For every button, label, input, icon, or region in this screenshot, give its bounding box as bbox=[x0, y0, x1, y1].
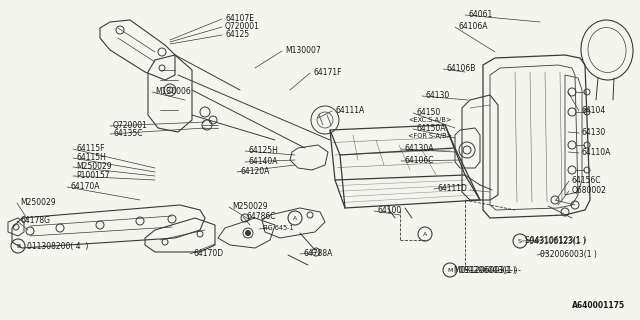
Text: 64104: 64104 bbox=[582, 106, 606, 115]
Text: 64061: 64061 bbox=[468, 10, 492, 19]
Text: 64115F: 64115F bbox=[76, 143, 104, 153]
Text: M250029: M250029 bbox=[76, 162, 111, 171]
Text: 64130: 64130 bbox=[425, 91, 449, 100]
Text: 64130: 64130 bbox=[582, 127, 606, 137]
Text: 64156C: 64156C bbox=[572, 175, 602, 185]
Text: 64130A: 64130A bbox=[404, 143, 433, 153]
Text: 64150: 64150 bbox=[416, 108, 440, 116]
Text: S043106123(1 ): S043106123(1 ) bbox=[525, 236, 586, 244]
Circle shape bbox=[246, 230, 250, 236]
Text: Q720001: Q720001 bbox=[113, 121, 148, 130]
Text: 64170D: 64170D bbox=[193, 249, 223, 258]
Text: <EXC.S-A/B>: <EXC.S-A/B> bbox=[408, 117, 451, 123]
Text: A640001175: A640001175 bbox=[572, 300, 625, 309]
Text: M130006: M130006 bbox=[155, 86, 191, 95]
Text: A: A bbox=[423, 231, 427, 236]
Text: 64125H: 64125H bbox=[248, 146, 278, 155]
Text: FIG.645-1: FIG.645-1 bbox=[262, 225, 294, 231]
Text: A: A bbox=[293, 215, 297, 220]
Text: M250029: M250029 bbox=[232, 202, 268, 211]
Text: 64111A: 64111A bbox=[335, 106, 364, 115]
Text: 64788A: 64788A bbox=[303, 249, 332, 258]
Text: 043106123(1 ): 043106123(1 ) bbox=[529, 236, 586, 245]
Text: 64106A: 64106A bbox=[458, 21, 488, 30]
Text: 64120A: 64120A bbox=[240, 166, 269, 175]
Text: 64106C: 64106C bbox=[404, 156, 433, 164]
Text: 64140A: 64140A bbox=[248, 156, 278, 165]
Text: S: S bbox=[518, 238, 522, 244]
Text: 032006003(1 ): 032006003(1 ) bbox=[540, 250, 597, 259]
Text: 011308200( 4  ): 011308200( 4 ) bbox=[27, 242, 88, 251]
Text: Q680002: Q680002 bbox=[572, 186, 607, 195]
Text: M130007: M130007 bbox=[285, 45, 321, 54]
Text: 64110A: 64110A bbox=[582, 148, 611, 156]
Text: P100157: P100157 bbox=[76, 171, 109, 180]
Text: 64178G: 64178G bbox=[20, 215, 50, 225]
Text: 64125: 64125 bbox=[225, 29, 249, 38]
Text: 64170A: 64170A bbox=[70, 181, 99, 190]
Text: 64111D: 64111D bbox=[437, 183, 467, 193]
Text: 031206003(1 ): 031206003(1 ) bbox=[459, 266, 516, 275]
Text: Q720001: Q720001 bbox=[225, 21, 260, 30]
Text: 64150A: 64150A bbox=[416, 124, 445, 132]
Text: M031206003(1 ): M031206003(1 ) bbox=[454, 266, 517, 275]
Text: M: M bbox=[447, 268, 452, 273]
Text: M250029: M250029 bbox=[20, 197, 56, 206]
Text: 64171F: 64171F bbox=[313, 68, 342, 76]
Text: 64115H: 64115H bbox=[76, 153, 106, 162]
Text: 64106B: 64106B bbox=[446, 63, 476, 73]
Text: B: B bbox=[16, 244, 20, 249]
Text: 64107E: 64107E bbox=[225, 13, 254, 22]
Text: 64786C: 64786C bbox=[246, 212, 275, 220]
Text: 64135C: 64135C bbox=[113, 129, 143, 138]
Text: <FOR S-A/B>: <FOR S-A/B> bbox=[408, 133, 452, 139]
Text: 64100: 64100 bbox=[377, 205, 401, 214]
